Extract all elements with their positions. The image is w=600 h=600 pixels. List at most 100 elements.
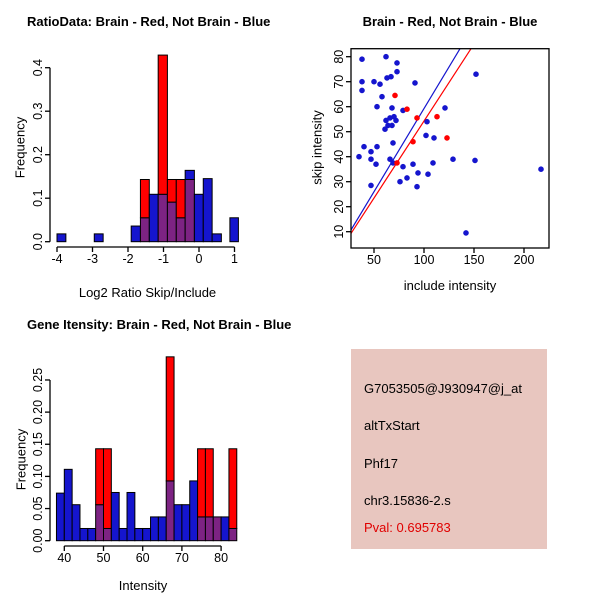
x-tick-label: 200: [514, 253, 535, 267]
histogram-bar-blue: [126, 491, 136, 542]
histogram-bar-blue: [71, 504, 81, 542]
scatter-point-blue: [425, 171, 431, 177]
scatter-point-blue: [385, 122, 391, 129]
scatter-point-blue: [414, 183, 420, 190]
histogram-bar-blue: [55, 492, 65, 542]
x-tick-label: 60: [136, 551, 150, 565]
event-type-text: altTxStart: [364, 418, 420, 433]
scatter-point-blue: [431, 135, 437, 141]
y-tick-label: 0.00: [31, 528, 45, 552]
histogram-bar-blue: [220, 516, 230, 542]
gene-info-panel: G7053505@J930947@j_at altTxStart Phf17 c…: [351, 349, 547, 549]
scatter-point-blue: [389, 105, 395, 111]
y-tick-label: 50: [332, 125, 346, 139]
y-tick-label: 0.2: [31, 146, 45, 163]
scatter-point-blue: [538, 166, 544, 172]
histogram-bar-blue: [229, 217, 239, 243]
histogram-bar-blue: [193, 193, 204, 243]
x-tick-label: -3: [87, 252, 98, 266]
gene-histogram-ylabel: Frequency: [13, 428, 29, 491]
x-tick-label: 40: [57, 551, 71, 565]
histogram-bar-blue: [56, 233, 67, 243]
x-tick-label: 50: [97, 551, 111, 565]
x-tick-label: -1: [158, 252, 169, 266]
histogram-bar-blue: [134, 527, 144, 542]
scatter-point-blue: [412, 80, 418, 86]
scatter-point-blue: [473, 71, 479, 77]
scatter-point-blue: [415, 170, 421, 176]
histogram-bar-blue: [110, 491, 120, 542]
scatter-point-blue: [430, 160, 436, 166]
histogram-bar-blue: [184, 169, 195, 180]
histogram-bar-red: [157, 54, 168, 195]
gene-histogram-title: Gene Itensity: Brain - Red, Not Brain - …: [27, 317, 292, 332]
x-tick-label: -2: [122, 252, 133, 266]
ratio-histogram-title: RatioData: Brain - Red, Not Brain - Blue: [27, 14, 271, 29]
histogram-bar-blue: [87, 527, 97, 542]
scatter-point-blue: [368, 182, 374, 189]
regression-line-blue: [351, 48, 461, 231]
histogram-bar-blue: [148, 193, 159, 243]
histogram-bar-blue: [202, 178, 213, 243]
histogram-bar-blue: [130, 225, 141, 243]
y-tick-label: 0.4: [31, 59, 45, 76]
gene-name-text: Phf17: [364, 456, 398, 471]
scatter-ylabel: skip intensity: [309, 110, 325, 185]
scatter-point-blue: [361, 143, 367, 150]
histogram-bar-overlap: [175, 217, 186, 243]
scatter-point-blue: [390, 140, 396, 146]
scatter-point-red: [404, 106, 410, 112]
y-tick-label: 0.1: [31, 189, 45, 206]
histogram-bar-blue: [63, 468, 73, 542]
histogram-bar-overlap: [204, 516, 214, 542]
x-tick-label: 1: [231, 252, 238, 266]
scatter-point-blue: [442, 105, 448, 111]
scatter-point-red: [414, 115, 420, 121]
scatter-point-blue: [359, 87, 365, 94]
gene-histogram-xlabel: Intensity: [118, 578, 168, 593]
ratio-histogram-xlabel: Log2 Ratio Skip/Include: [78, 285, 217, 300]
scatter-point-blue: [359, 78, 365, 85]
histogram-bar-blue: [79, 527, 89, 542]
histogram-bar-blue: [211, 233, 222, 243]
histogram-bar-overlap: [212, 516, 222, 542]
scatter-point-red: [434, 113, 440, 120]
scatter-point-blue: [424, 118, 430, 125]
scatter-point-blue: [472, 157, 478, 164]
scatter-point-red: [392, 92, 398, 99]
scatter-point-blue: [390, 160, 396, 166]
y-tick-label: 0.20: [31, 400, 45, 424]
scatter-point-blue: [356, 153, 362, 160]
scatter-point-blue: [379, 93, 385, 100]
histogram-bar-overlap: [165, 480, 175, 542]
histogram-bar-overlap: [95, 504, 105, 542]
scatter-point-blue: [400, 163, 406, 170]
y-tick-label: 0.05: [31, 496, 45, 520]
histogram-bar-red: [95, 448, 105, 506]
scatter-point-blue: [374, 103, 380, 110]
pval-text: Pval: 0.695783: [364, 520, 451, 535]
scatter-point-blue: [393, 117, 399, 124]
histogram-bar-red: [103, 448, 112, 529]
histogram-bar-blue: [118, 527, 128, 542]
scatter-point-blue: [371, 78, 377, 85]
scatter-point-blue: [359, 56, 365, 62]
histogram-bar-overlap: [197, 516, 206, 542]
y-tick-label: 70: [332, 75, 346, 89]
scatter-point-blue: [387, 156, 393, 162]
histogram-bar-red: [204, 448, 214, 518]
histogram-bar-overlap: [166, 201, 177, 243]
scatter-point-blue: [377, 81, 383, 87]
x-tick-label: 50: [367, 253, 381, 267]
scatter-point-blue: [410, 161, 416, 167]
histogram-bar-blue: [150, 516, 159, 542]
ratio-histogram-ylabel: Frequency: [12, 116, 28, 179]
scatter-title: Brain - Red, Not Brain - Blue: [362, 14, 538, 29]
y-tick-label: 0.0: [31, 233, 45, 250]
y-tick-label: 10: [332, 225, 346, 239]
histogram-bar-overlap: [184, 178, 195, 243]
x-tick-label: 100: [414, 253, 435, 267]
scatter-point-blue: [382, 126, 388, 132]
scatter-point-blue: [374, 143, 380, 150]
